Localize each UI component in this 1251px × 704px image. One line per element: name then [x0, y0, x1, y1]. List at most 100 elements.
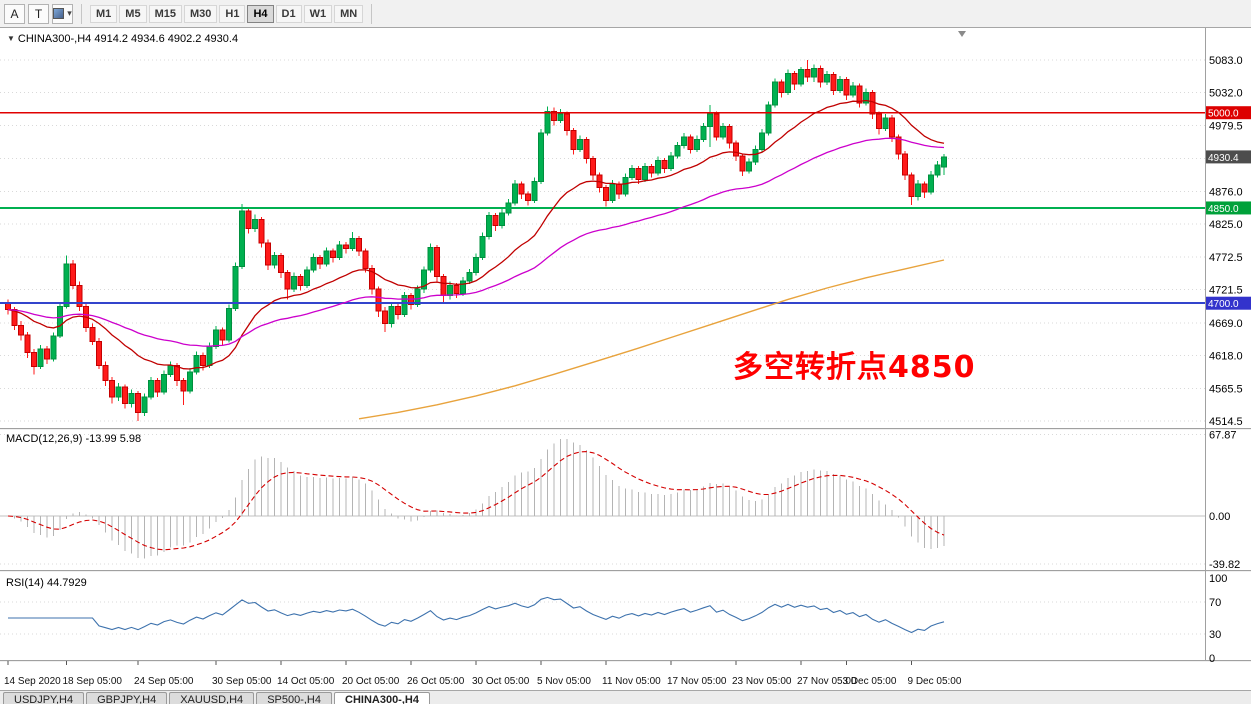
timeframe-button-m5[interactable]: M5 — [119, 4, 147, 23]
candle-body — [336, 244, 343, 258]
macd-tick-label: -39.82 — [1209, 559, 1240, 571]
date-label: 5 Nov 05:00 — [537, 676, 591, 687]
candle-body — [193, 354, 200, 373]
price-marker-5000.0 — [1206, 106, 1251, 120]
candle-body — [70, 263, 76, 286]
timeframe-button-group: M1 M5 M15 M30 H1 H4 D1 W1 MN — [90, 4, 364, 23]
annotations-tool-button[interactable]: A — [4, 3, 25, 24]
chart-tab-china300-h4[interactable]: CHINA300-,H4 — [334, 692, 430, 704]
candle-body — [635, 168, 642, 180]
candle-body — [915, 183, 921, 198]
candle-body — [486, 215, 492, 238]
candle-body — [720, 126, 726, 138]
chart-tab-sp500-h4[interactable]: SP500-,H4 — [256, 692, 332, 704]
text-tool-button[interactable]: T — [28, 3, 49, 24]
candle-body — [258, 218, 265, 244]
candle-body — [876, 113, 882, 130]
price-tick-label: 4565.5 — [1209, 384, 1243, 396]
candle-body — [427, 246, 434, 271]
price-tick-label: 4514.5 — [1209, 416, 1243, 428]
candle-body — [213, 329, 219, 347]
price-tick-label: 4618.0 — [1209, 350, 1243, 362]
candle-body — [837, 79, 843, 91]
candle-body — [902, 153, 908, 176]
ma-slow-line — [7, 137, 945, 347]
macd-histogram — [14, 439, 945, 559]
candle-body — [89, 326, 96, 342]
candle-body — [291, 276, 297, 290]
candle-body — [414, 288, 421, 305]
price-marker-4700.0 — [1206, 296, 1251, 310]
timeframe-button-mn[interactable]: MN — [334, 4, 364, 23]
candle-body — [889, 117, 895, 138]
candle-body — [141, 396, 148, 413]
candle-body — [200, 354, 206, 366]
candle-body — [115, 386, 122, 398]
timeframe-button-m15[interactable]: M15 — [148, 4, 182, 23]
timeframe-button-m30[interactable]: M30 — [183, 4, 218, 23]
candle-body — [473, 256, 479, 274]
date-label: 24 Sep 05:00 — [134, 676, 194, 687]
chart-canvas[interactable]: 5083.0 5032.0 4979.5 4876.0 4825.0 4772.5 4721… — [0, 28, 1251, 704]
candle-body — [791, 72, 798, 85]
candle-body — [778, 81, 785, 93]
candle-body — [76, 284, 83, 307]
candle-body — [492, 215, 499, 227]
candle-body — [388, 305, 395, 325]
chart-text-annotation[interactable]: 多空转折点4850 — [733, 350, 976, 385]
toolbar: A T ▾ M1 M5 M15 M30 H1 H4 D1 W1 MN — [0, 0, 1251, 28]
candle-body — [603, 187, 609, 201]
candle-body — [843, 79, 850, 96]
candle-body — [271, 255, 278, 266]
candle-body — [577, 138, 583, 151]
candle-body — [733, 142, 739, 157]
timeframe-button-w1[interactable]: W1 — [303, 4, 333, 23]
candle-body — [863, 91, 869, 104]
candle-body — [226, 307, 232, 341]
candle-body — [830, 74, 837, 91]
toolbar-separator-2 — [371, 3, 373, 24]
candle-body — [460, 280, 466, 295]
chart-tab-usdjpy-h4[interactable]: USDJPY,H4 — [3, 692, 85, 704]
candle-body — [882, 117, 889, 130]
price-marker-4850.0 — [1206, 201, 1251, 215]
candle-body — [245, 210, 252, 229]
candle-body — [421, 269, 427, 290]
date-label: 9 Dec 05:00 — [908, 676, 962, 687]
candle-body — [408, 295, 414, 305]
candle-body — [538, 132, 544, 182]
candle-body — [297, 276, 304, 286]
candle-body — [479, 236, 486, 258]
chart-tab-gbpjpy-h4[interactable]: GBPJPY,H4 — [86, 692, 168, 704]
candle-body — [856, 85, 863, 104]
candle-body — [148, 380, 154, 398]
chart-tab-xauusd-h4[interactable]: XAUUSD,H4 — [169, 692, 255, 704]
candle-body — [934, 164, 941, 176]
timeframe-button-m1[interactable]: M1 — [90, 4, 118, 23]
price-tick-label: 4772.5 — [1209, 252, 1243, 264]
chart-shift-marker-icon[interactable] — [958, 31, 966, 37]
candle-body — [765, 104, 772, 134]
timeframe-button-h1[interactable]: H1 — [219, 4, 246, 23]
candle-body — [661, 159, 668, 170]
candle-body — [869, 91, 876, 115]
price-marker-label: 4930.4 — [1208, 153, 1239, 164]
style-dropdown-button[interactable]: ▾ — [52, 3, 73, 24]
candle-body — [817, 67, 824, 83]
candle-body — [850, 85, 856, 96]
candle-body — [759, 132, 765, 151]
candle-body — [642, 166, 648, 180]
timeframe-button-d1[interactable]: D1 — [275, 4, 302, 23]
candle-body — [687, 136, 694, 151]
price-tick-label: 4669.0 — [1209, 318, 1243, 330]
rsi-indicator-label: RSI(14) 44.7929 — [6, 577, 87, 589]
candle-body — [798, 69, 804, 85]
timeframe-button-h4[interactable]: H4 — [247, 4, 274, 23]
date-label: 30 Sep 05:00 — [212, 676, 272, 687]
candle-body — [668, 155, 674, 170]
rsi-tick-label: 100 — [1209, 573, 1227, 585]
candle-body — [772, 81, 778, 106]
date-label: 20 Oct 05:00 — [342, 676, 400, 687]
candle-body — [752, 149, 759, 163]
date-label: 14 Sep 2020 — [4, 676, 61, 687]
